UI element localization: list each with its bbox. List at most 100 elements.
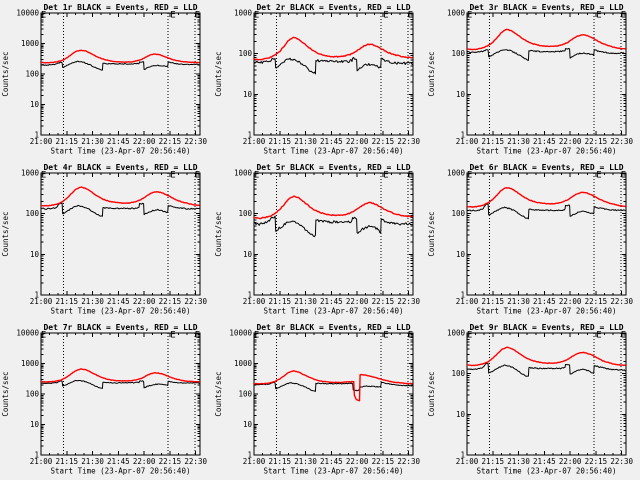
eclipse-flag: E [408, 11, 413, 21]
y-tick-label: 100 [25, 70, 39, 79]
curve-lld [254, 195, 413, 220]
x-tick-label: 21:00 [243, 297, 266, 306]
eclipse-flag: E [170, 171, 175, 181]
curve-events [254, 56, 413, 75]
y-tick-label: 1 [247, 131, 252, 140]
x-tick-label: 22:15 [159, 137, 182, 146]
x-tick-label: 21:30 [294, 457, 317, 466]
panel-title: Det 9r BLACK = Events, RED = LLD [469, 323, 623, 332]
axes [253, 12, 414, 136]
curves [254, 370, 413, 402]
panel-det-1r: 21:00 21:15 21:30 21:45 22:00 22:15 22:30 1 10 10… [0, 0, 213, 160]
y-tick-label: 1000 [234, 359, 253, 368]
panel-title: Det 5r BLACK = Events, RED = LLD [256, 163, 410, 172]
y-tick-label: 100 [25, 390, 39, 399]
x-tick-label: 22:15 [372, 457, 395, 466]
x-tick-label: 21:45 [320, 297, 343, 306]
y-tick-label: 1000 [21, 169, 40, 178]
x-axis-title: Start Time (23-Apr-07 20:56:40) [264, 307, 404, 316]
panel-det-4r: 21:00 21:15 21:30 21:45 22:00 22:15 22:30 1 10 10… [0, 160, 213, 320]
x-tick-label: 22:00 [346, 137, 369, 146]
y-tick-label: 100 [451, 369, 465, 378]
x-tick-label: 21:15 [55, 137, 78, 146]
y-tick-label: 1 [460, 131, 465, 140]
y-tick-label: 10000 [16, 329, 39, 338]
curve-events [254, 381, 413, 392]
x-tick-label: 21:30 [507, 137, 530, 146]
curves [467, 346, 626, 377]
panel-title: Det 8r BLACK = Events, RED = LLD [256, 323, 410, 332]
x-tick-label: 21:45 [320, 137, 343, 146]
eclipse-flag: E [41, 331, 46, 341]
x-axis-title: Start Time (23-Apr-07 20:56:40) [477, 147, 617, 156]
curve-lld [41, 368, 200, 383]
y-tick-label: 10 [243, 250, 253, 259]
eclipse-flag: E [596, 11, 601, 21]
x-tick-label: 21:45 [320, 457, 343, 466]
panel-title: Det 7r BLACK = Events, RED = LLD [43, 323, 197, 332]
y-tick-label: 10 [456, 410, 466, 419]
x-tick-label: 21:45 [533, 137, 556, 146]
eclipse-flag: E [195, 331, 200, 341]
x-tick-label: 21:45 [107, 457, 130, 466]
x-axis-title: Start Time (23-Apr-07 20:56:40) [264, 147, 404, 156]
x-tick-label: 21:30 [81, 137, 104, 146]
y-tick-label: 1000 [447, 9, 466, 18]
x-tick-label: 21:15 [268, 137, 291, 146]
x-tick-label: 22:15 [585, 137, 608, 146]
x-tick-label: 22:00 [559, 137, 582, 146]
curve-events [467, 203, 626, 220]
x-tick-label: 22:15 [372, 137, 395, 146]
x-tick-label: 22:00 [133, 137, 156, 146]
eclipse-flag: E [621, 11, 626, 21]
eclipse-flag: E [621, 171, 626, 181]
y-tick-label: 10 [30, 250, 40, 259]
x-tick-label: 22:15 [585, 457, 608, 466]
x-tick-label: 21:15 [481, 137, 504, 146]
x-tick-label: 22:30 [184, 137, 207, 146]
eclipse-flag: E [467, 171, 472, 181]
y-tick-label: 1000 [234, 9, 253, 18]
curve-events [467, 362, 626, 377]
curve-lld [467, 187, 626, 208]
axes [253, 332, 414, 456]
x-tick-label: 21:15 [55, 457, 78, 466]
x-tick-label: 22:00 [559, 457, 582, 466]
panel-title: Det 4r BLACK = Events, RED = LLD [43, 163, 197, 172]
x-tick-label: 22:15 [159, 297, 182, 306]
axis-labels: 21:00 21:15 21:30 21:45 22:00 22:15 22:30 1 10 10… [427, 163, 633, 316]
x-tick-label: 22:00 [346, 457, 369, 466]
eclipse-flag: E [195, 11, 200, 21]
x-tick-label: 21:00 [456, 297, 479, 306]
panel-det-9r: 21:00 21:15 21:30 21:45 22:00 22:15 22:30 1 10 10… [426, 320, 640, 480]
axis-labels: 21:00 21:15 21:30 21:45 22:00 22:15 22:30 1 10 10… [214, 163, 420, 316]
x-tick-label: 21:15 [268, 297, 291, 306]
eclipse-flag: E [254, 11, 259, 21]
x-tick-label: 22:30 [610, 297, 633, 306]
x-tick-label: 22:30 [397, 137, 420, 146]
curve-events [41, 202, 200, 217]
curve-lld [254, 370, 413, 402]
x-axis-title: Start Time (23-Apr-07 20:56:40) [477, 467, 617, 476]
y-axis-title: Counts/sec [214, 371, 223, 416]
y-tick-label: 1 [34, 131, 39, 140]
x-tick-label: 21:45 [107, 137, 130, 146]
x-tick-label: 22:15 [372, 297, 395, 306]
chart-svg-1: 21:00 21:15 21:30 21:45 22:00 22:15 22:30 1 10 10… [1, 3, 207, 156]
eclipse-flag: E [254, 331, 259, 341]
eclipse-flag: E [408, 171, 413, 181]
y-tick-label: 1 [247, 451, 252, 460]
x-tick-label: 22:15 [159, 457, 182, 466]
curves [41, 49, 200, 71]
x-axis-title: Start Time (23-Apr-07 20:56:40) [477, 307, 617, 316]
x-tick-label: 22:30 [610, 457, 633, 466]
x-tick-label: 21:30 [507, 297, 530, 306]
eclipse-flag: E [621, 331, 626, 341]
eclipse-flag: E [596, 171, 601, 181]
y-tick-label: 1000 [21, 39, 40, 48]
x-tick-label: 21:00 [30, 457, 53, 466]
eclipse-flag: E [170, 331, 175, 341]
x-tick-label: 21:15 [481, 297, 504, 306]
x-tick-label: 22:00 [559, 297, 582, 306]
axis-labels: 21:00 21:15 21:30 21:45 22:00 22:15 22:30 1 10 10… [427, 323, 633, 476]
